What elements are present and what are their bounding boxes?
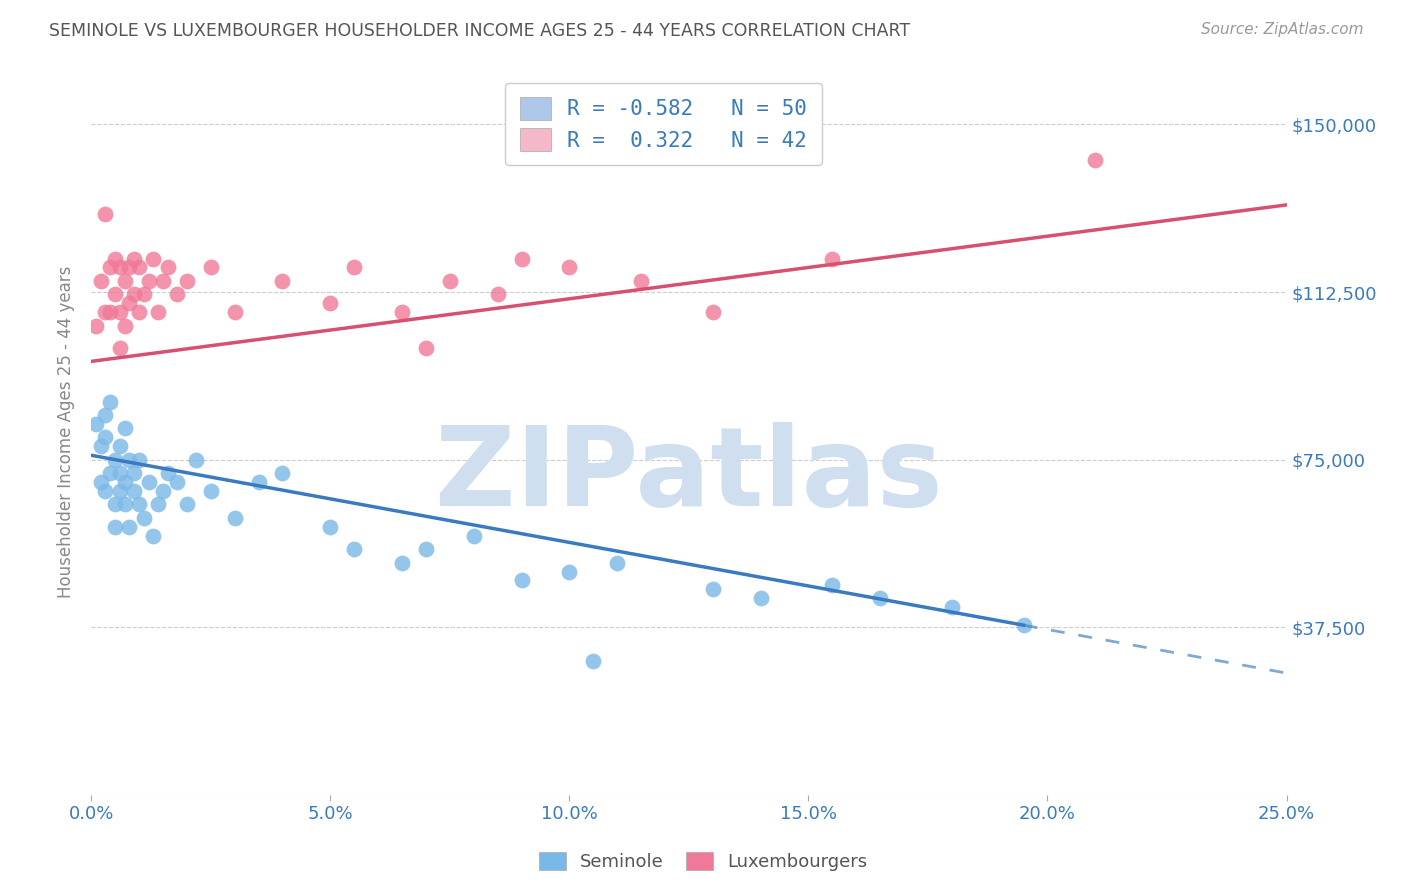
Point xyxy=(510,252,533,266)
Point xyxy=(391,305,413,319)
Point xyxy=(439,274,461,288)
Point xyxy=(108,483,131,498)
Point xyxy=(138,274,160,288)
Text: Source: ZipAtlas.com: Source: ZipAtlas.com xyxy=(1201,22,1364,37)
Point xyxy=(128,260,150,275)
Point xyxy=(319,520,342,534)
Point xyxy=(186,452,208,467)
Point xyxy=(166,287,188,301)
Point xyxy=(128,305,150,319)
Point xyxy=(391,556,413,570)
Point xyxy=(128,498,150,512)
Point xyxy=(510,574,533,588)
Point xyxy=(1084,153,1107,168)
Point xyxy=(200,260,222,275)
Point xyxy=(821,578,844,592)
Point xyxy=(271,274,294,288)
Point xyxy=(104,498,127,512)
Point xyxy=(108,341,131,355)
Point xyxy=(84,318,107,333)
Point xyxy=(702,305,724,319)
Point xyxy=(84,417,107,431)
Point xyxy=(90,475,112,489)
Point xyxy=(108,260,131,275)
Point xyxy=(104,252,127,266)
Point xyxy=(138,475,160,489)
Point xyxy=(104,287,127,301)
Point xyxy=(463,529,485,543)
Point xyxy=(415,341,437,355)
Point xyxy=(343,542,366,557)
Point xyxy=(118,452,141,467)
Point xyxy=(415,542,437,557)
Point xyxy=(582,654,605,668)
Point xyxy=(114,475,136,489)
Point xyxy=(821,252,844,266)
Point xyxy=(122,466,145,480)
Point xyxy=(558,260,581,275)
Point xyxy=(108,466,131,480)
Point xyxy=(90,439,112,453)
Text: SEMINOLE VS LUXEMBOURGER HOUSEHOLDER INCOME AGES 25 - 44 YEARS CORRELATION CHART: SEMINOLE VS LUXEMBOURGER HOUSEHOLDER INC… xyxy=(49,22,910,40)
Point xyxy=(90,274,112,288)
Point xyxy=(702,582,724,597)
Point xyxy=(486,287,509,301)
Point xyxy=(156,466,179,480)
Point xyxy=(108,439,131,453)
Point xyxy=(166,475,188,489)
Point xyxy=(152,483,174,498)
Y-axis label: Householder Income Ages 25 - 44 years: Householder Income Ages 25 - 44 years xyxy=(58,266,75,598)
Point xyxy=(1012,618,1035,632)
Point xyxy=(114,421,136,435)
Point xyxy=(630,274,652,288)
Point xyxy=(941,600,963,615)
Point xyxy=(118,520,141,534)
Point xyxy=(146,498,169,512)
Point xyxy=(108,305,131,319)
Point xyxy=(156,260,179,275)
Point xyxy=(247,475,270,489)
Point xyxy=(343,260,366,275)
Point xyxy=(128,452,150,467)
Point xyxy=(176,274,198,288)
Point xyxy=(98,260,121,275)
Point xyxy=(606,556,628,570)
Point xyxy=(176,498,198,512)
Point xyxy=(118,296,141,310)
Point xyxy=(200,483,222,498)
Point xyxy=(869,591,891,606)
Point xyxy=(146,305,169,319)
Point xyxy=(114,498,136,512)
Point xyxy=(118,260,141,275)
Point xyxy=(114,318,136,333)
Point xyxy=(94,430,117,444)
Point xyxy=(142,529,165,543)
Point xyxy=(122,252,145,266)
Point xyxy=(132,287,155,301)
Point xyxy=(94,305,117,319)
Legend: R = -0.582   N = 50, R =  0.322   N = 42: R = -0.582 N = 50, R = 0.322 N = 42 xyxy=(505,83,823,166)
Point xyxy=(132,511,155,525)
Point xyxy=(152,274,174,288)
Point xyxy=(122,483,145,498)
Point xyxy=(271,466,294,480)
Point xyxy=(122,287,145,301)
Legend: Seminole, Luxembourgers: Seminole, Luxembourgers xyxy=(531,845,875,879)
Point xyxy=(98,466,121,480)
Point xyxy=(224,511,246,525)
Point xyxy=(98,394,121,409)
Text: ZIPatlas: ZIPatlas xyxy=(434,422,943,529)
Point xyxy=(94,483,117,498)
Point xyxy=(558,565,581,579)
Point xyxy=(104,520,127,534)
Point xyxy=(94,408,117,422)
Point xyxy=(98,305,121,319)
Point xyxy=(319,296,342,310)
Point xyxy=(114,274,136,288)
Point xyxy=(142,252,165,266)
Point xyxy=(94,207,117,221)
Point xyxy=(749,591,772,606)
Point xyxy=(224,305,246,319)
Point xyxy=(104,452,127,467)
